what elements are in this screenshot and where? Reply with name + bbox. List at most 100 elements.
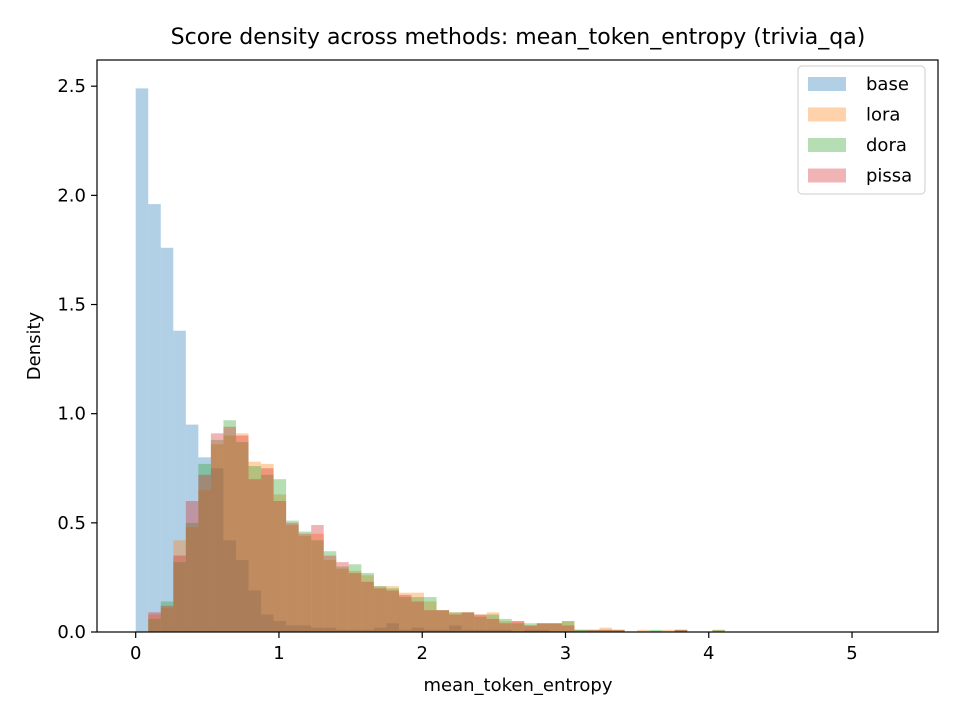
bar-base-25	[449, 625, 462, 632]
bar-lora-43	[674, 629, 688, 632]
series-dora	[148, 420, 725, 632]
bar-lora-19	[373, 586, 387, 632]
bar-base-12	[286, 625, 299, 632]
x-tick-label-1: 1	[273, 643, 284, 664]
bar-dora-3	[173, 562, 186, 632]
bar-dora-29	[499, 618, 512, 632]
x-axis-label: mean_token_entropy	[423, 675, 612, 696]
y-axis-ticks: 0.0 0.5 1.0 1.5 2.0 2.5	[57, 76, 97, 643]
bar-dora-27	[474, 616, 487, 632]
bar-base-5	[198, 457, 211, 632]
bar-base-31	[524, 629, 537, 632]
bar-lora-24	[436, 610, 450, 632]
bar-dora-28	[486, 614, 500, 632]
bar-lora-20	[386, 586, 399, 632]
bar-base-14	[311, 627, 324, 632]
bar-base-35	[574, 629, 587, 632]
bar-dora-24	[436, 610, 450, 632]
y-tick-label-1: 0.5	[57, 513, 86, 534]
y-tick-label-3: 1.5	[57, 295, 86, 316]
bar-base-6	[210, 468, 224, 632]
bar-pissa-43	[674, 629, 688, 632]
bar-dora-2	[160, 601, 174, 632]
bar-lora-11	[273, 494, 287, 632]
bar-pissa-18	[361, 581, 374, 632]
bar-base-17	[348, 629, 362, 632]
bar-base-3	[173, 330, 186, 632]
bar-lora-34	[561, 621, 575, 632]
bar-dora-1	[148, 618, 161, 632]
bar-dora-18	[361, 573, 374, 632]
bar-base-32	[536, 629, 550, 632]
bar-dora-37	[599, 629, 613, 632]
bar-dora-11	[273, 479, 287, 632]
bar-base-1	[148, 204, 161, 632]
bar-dora-25	[449, 612, 462, 632]
bar-base-10	[261, 614, 274, 632]
bar-lora-16	[336, 568, 349, 632]
legend-swatch-base	[808, 77, 846, 91]
bar-lora-30	[511, 621, 525, 632]
y-tick-label-0: 0.0	[57, 622, 86, 643]
bar-pissa-8	[235, 435, 249, 632]
bar-dora-26	[461, 612, 475, 632]
bar-lora-7	[223, 435, 236, 632]
bar-pissa-4	[185, 501, 199, 632]
bar-lora-42	[662, 629, 675, 632]
bar-dora-13	[298, 531, 312, 632]
bar-pissa-32	[536, 623, 550, 632]
bar-dora-14	[311, 540, 324, 632]
bar-dora-32	[536, 623, 550, 632]
bar-dora-5	[198, 463, 211, 632]
x-tick-label-5: 5	[846, 643, 857, 664]
bar-pissa-6	[210, 433, 224, 632]
bar-dora-19	[373, 586, 387, 632]
legend-swatch-pissa	[808, 168, 846, 183]
bar-base-22	[411, 627, 425, 632]
bar-pissa-19	[373, 588, 387, 632]
series-lora	[148, 433, 725, 632]
bar-dora-6	[210, 439, 224, 632]
bar-pissa-20	[386, 590, 399, 632]
bar-dora-4	[185, 522, 199, 632]
bar-dora-36	[586, 629, 600, 632]
bar-lora-6	[210, 444, 224, 632]
bar-pissa-30	[511, 621, 525, 632]
bar-pissa-25	[449, 614, 462, 632]
bar-lora-25	[449, 612, 462, 632]
legend-box	[797, 65, 926, 195]
bar-dora-16	[336, 566, 349, 632]
bar-base-0	[135, 88, 149, 632]
bar-dora-33	[549, 623, 562, 632]
bar-pissa-22	[411, 601, 425, 632]
bar-pissa-26	[461, 612, 475, 632]
legend-label-dora: dora	[866, 135, 907, 156]
bar-lora-32	[536, 623, 550, 632]
bar-pissa-13	[298, 533, 312, 632]
bar-base-8	[235, 559, 249, 632]
bar-lora-8	[235, 433, 249, 632]
legend-label-base: base	[866, 74, 909, 95]
bar-lora-31	[524, 625, 537, 632]
series-base	[135, 88, 587, 632]
bar-dora-43	[674, 629, 688, 632]
bar-pissa-1	[148, 612, 161, 632]
bar-dora-17	[348, 564, 362, 632]
bar-base-2	[160, 247, 174, 632]
x-tick-label-4: 4	[703, 643, 714, 664]
bar-lora-46	[712, 629, 725, 632]
bar-base-18	[361, 629, 374, 632]
bar-base-24	[436, 629, 450, 632]
legend-swatch-lora	[808, 107, 846, 122]
bar-dora-31	[524, 623, 537, 632]
bar-dora-35	[574, 629, 587, 632]
bar-pissa-27	[474, 614, 487, 632]
bar-base-11	[273, 621, 287, 632]
bar-dora-15	[323, 551, 337, 632]
y-tick-label-4: 2.0	[57, 185, 86, 206]
bar-pissa-17	[348, 573, 362, 632]
bar-lora-12	[286, 525, 299, 632]
bar-base-9	[248, 590, 262, 632]
bar-base-28	[486, 629, 500, 632]
